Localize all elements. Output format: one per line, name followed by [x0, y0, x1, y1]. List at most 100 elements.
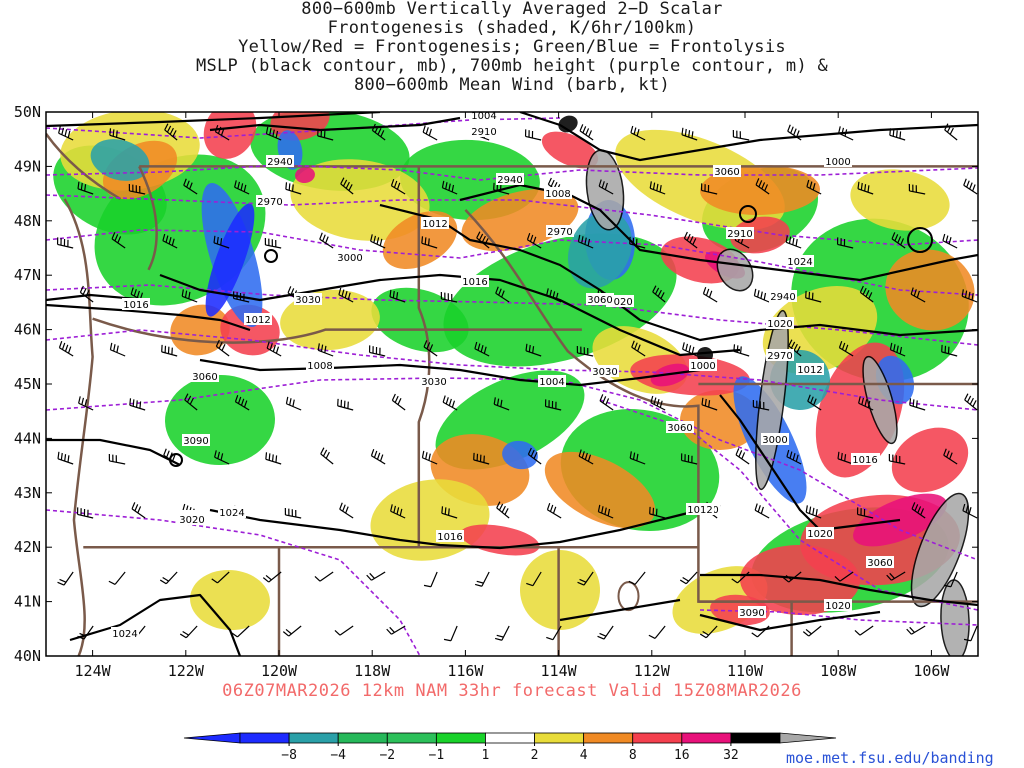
- barb-flag: [498, 503, 504, 511]
- barb-flag: [656, 183, 659, 191]
- barb-staff: [734, 239, 750, 249]
- barb-staff: [390, 510, 406, 519]
- mslp-contour: [46, 303, 251, 332]
- barb-flag: [67, 130, 71, 138]
- wind-barb: [476, 231, 490, 249]
- barb-staff: [78, 402, 94, 411]
- mslp-label-box: [824, 599, 852, 611]
- height-label-box: [738, 606, 766, 618]
- barb-flag: [788, 339, 793, 347]
- barb-flag: [942, 233, 946, 241]
- barb-flag: [334, 629, 341, 636]
- barb-flag: [868, 292, 873, 299]
- barb-flag: [965, 505, 969, 513]
- barb-flag: [163, 448, 167, 456]
- wind-barb: [526, 571, 542, 587]
- mslp-contour: [719, 394, 901, 532]
- barb-staff: [944, 129, 958, 141]
- barb-flag: [64, 129, 68, 137]
- mslp-label-box: [306, 359, 334, 371]
- wind-barb: [284, 507, 302, 519]
- barb-staff: [265, 458, 282, 465]
- wind-barb: [546, 502, 562, 519]
- barb-flag: [584, 237, 587, 245]
- lon-label: 120W: [261, 662, 298, 680]
- barb-flag: [550, 179, 555, 187]
- barb-flag: [702, 286, 707, 294]
- great-salt-lake: [617, 581, 640, 612]
- barb-flag: [679, 579, 687, 585]
- barb-flag: [751, 632, 758, 638]
- barb-flag: [186, 180, 190, 188]
- barb-flag: [546, 502, 551, 510]
- wind-barb: [681, 127, 698, 141]
- barb-flag: [344, 291, 348, 299]
- barb-flag: [113, 344, 116, 352]
- barb-flag: [85, 290, 90, 297]
- barb-flag: [861, 397, 865, 405]
- barb-flag: [478, 233, 484, 241]
- barb-flag: [347, 292, 351, 300]
- wind-barb: [805, 290, 822, 303]
- barb-flag: [269, 343, 273, 351]
- barb-flag: [447, 508, 450, 516]
- wind-barb: [108, 571, 126, 585]
- barb-flag: [421, 450, 425, 458]
- height-label-box: [769, 290, 797, 302]
- mslp-label-text: 1020: [767, 319, 792, 330]
- barb-staff: [805, 511, 822, 519]
- height-label-box: [666, 421, 694, 433]
- mslp-label: 1008: [306, 359, 334, 372]
- barb-staff: [681, 459, 698, 465]
- wind-barb: [77, 625, 94, 640]
- colorbar-segment: [681, 732, 732, 744]
- wind-barb: [371, 123, 386, 141]
- barb-flag: [319, 232, 323, 240]
- colorbar-tick-label: −1: [429, 748, 445, 763]
- fg-shade-magenta: [295, 166, 315, 184]
- wind-barb: [390, 178, 406, 195]
- height-label-text: 3060: [192, 372, 217, 383]
- barb-flag: [654, 287, 660, 295]
- barb-flag: [58, 340, 63, 348]
- barb-staff: [652, 291, 666, 303]
- wind-barb: [337, 398, 354, 411]
- barb-flag: [859, 285, 864, 293]
- barb-flag: [789, 451, 793, 459]
- fg-shade-green: [371, 287, 469, 353]
- barb-flag: [969, 397, 974, 405]
- barb-flag: [889, 572, 895, 579]
- barb-flag: [632, 452, 636, 460]
- wind-barb: [441, 506, 458, 519]
- barb-flag: [80, 182, 83, 191]
- barb-staff: [754, 295, 770, 303]
- height-label-text: 2940: [770, 292, 795, 303]
- barb-staff: [754, 509, 770, 519]
- height-label-box: [713, 165, 741, 177]
- mslp-label: 1024: [786, 255, 814, 268]
- barb-flag: [221, 344, 226, 351]
- barb-flag: [376, 237, 380, 245]
- source-credit[interactable]: moe.met.fsu.edu/banding: [786, 749, 994, 767]
- height-label-text: 3030: [592, 367, 617, 378]
- wind-barb: [495, 286, 510, 303]
- height-label-box: [182, 434, 210, 446]
- barb-flag: [813, 398, 817, 406]
- barb-flag: [546, 288, 549, 296]
- barb-flag: [688, 345, 692, 353]
- wind-barb: [649, 506, 666, 519]
- barb-flag: [369, 572, 375, 579]
- barb-flag: [599, 394, 604, 402]
- barb-flag: [476, 231, 481, 239]
- wind-barb: [735, 448, 750, 465]
- barb-flag: [58, 126, 61, 134]
- wind-barb: [889, 342, 906, 357]
- barb-staff: [423, 346, 438, 357]
- barb-staff: [525, 350, 542, 357]
- wind-barb: [858, 396, 874, 411]
- wind-barb: [334, 625, 354, 636]
- height-label-box: [766, 349, 794, 361]
- barb-staff: [110, 349, 126, 357]
- wind-barb: [441, 180, 458, 195]
- barb-flag: [916, 290, 920, 298]
